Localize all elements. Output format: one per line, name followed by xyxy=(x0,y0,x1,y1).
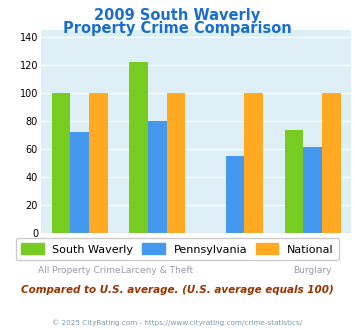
Bar xyxy=(226,156,244,233)
Bar xyxy=(70,132,89,233)
Text: Burglary: Burglary xyxy=(293,266,332,275)
Text: Property Crime Comparison: Property Crime Comparison xyxy=(63,21,292,36)
Bar xyxy=(322,93,340,233)
Bar xyxy=(285,130,303,233)
Bar xyxy=(129,62,148,233)
Bar xyxy=(244,93,263,233)
Bar xyxy=(148,121,166,233)
Text: © 2025 CityRating.com - https://www.cityrating.com/crime-statistics/: © 2025 CityRating.com - https://www.city… xyxy=(53,319,302,326)
Bar xyxy=(89,93,108,233)
Text: All Property Crime: All Property Crime xyxy=(38,266,121,275)
Legend: South Waverly, Pennsylvania, National: South Waverly, Pennsylvania, National xyxy=(16,238,339,260)
Text: Arson: Arson xyxy=(144,252,170,261)
Bar xyxy=(303,147,322,233)
Text: Compared to U.S. average. (U.S. average equals 100): Compared to U.S. average. (U.S. average … xyxy=(21,285,334,295)
Text: Motor Vehicle Theft: Motor Vehicle Theft xyxy=(191,252,279,261)
Bar xyxy=(52,93,70,233)
Text: 2009 South Waverly: 2009 South Waverly xyxy=(94,8,261,23)
Text: Larceny & Theft: Larceny & Theft xyxy=(121,266,193,275)
Bar xyxy=(166,93,185,233)
